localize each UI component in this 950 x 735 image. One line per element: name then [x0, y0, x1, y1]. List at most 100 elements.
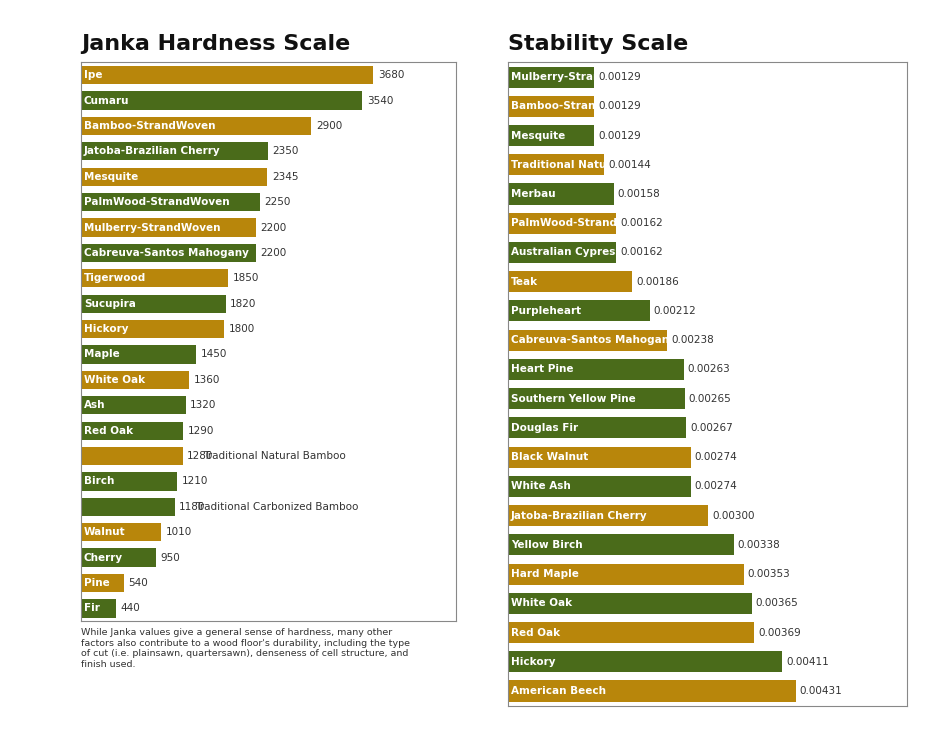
Bar: [508, 651, 782, 673]
Text: Ipe: Ipe: [84, 70, 103, 80]
Text: 0.00411: 0.00411: [787, 657, 829, 667]
Bar: [81, 91, 362, 110]
Text: 1320: 1320: [190, 401, 217, 410]
Text: 0.00263: 0.00263: [688, 365, 731, 374]
Text: 1280: 1280: [187, 451, 214, 461]
Text: Bamboo-StrandWoven: Bamboo-StrandWoven: [511, 101, 642, 111]
Bar: [81, 548, 157, 567]
Text: White Ash: White Ash: [511, 481, 570, 492]
Text: 0.00300: 0.00300: [712, 511, 754, 520]
Bar: [81, 498, 175, 516]
Text: 540: 540: [128, 578, 148, 588]
Text: Mulberry-StrandWoven: Mulberry-StrandWoven: [84, 223, 220, 232]
Text: 0.00162: 0.00162: [620, 218, 663, 229]
Text: Yellow Birch: Yellow Birch: [511, 539, 582, 550]
Bar: [81, 574, 124, 592]
Text: Teak: Teak: [511, 276, 538, 287]
Bar: [508, 505, 708, 526]
Text: Douglas Fir: Douglas Fir: [511, 423, 578, 433]
Text: 3540: 3540: [367, 96, 393, 106]
Text: 0.00186: 0.00186: [636, 276, 679, 287]
Text: 0.00158: 0.00158: [618, 189, 660, 199]
Text: 1360: 1360: [194, 375, 219, 385]
Bar: [508, 564, 744, 584]
Text: 1800: 1800: [228, 324, 255, 334]
Text: 950: 950: [161, 553, 180, 562]
Bar: [508, 301, 650, 321]
Text: Hickory: Hickory: [511, 657, 555, 667]
Text: Tigerwood: Tigerwood: [84, 273, 146, 283]
Bar: [508, 125, 595, 146]
Text: Australian Cypress: Australian Cypress: [511, 248, 621, 257]
Text: PalmWood-StrandWoven: PalmWood-StrandWoven: [511, 218, 656, 229]
Bar: [508, 271, 633, 293]
Bar: [81, 269, 228, 287]
Text: White Oak: White Oak: [84, 375, 145, 385]
Text: 1210: 1210: [181, 476, 208, 487]
Text: 2345: 2345: [272, 172, 298, 182]
Text: Heart Pine: Heart Pine: [511, 365, 573, 374]
Bar: [81, 142, 268, 160]
Text: Cherry: Cherry: [84, 553, 123, 562]
Text: 0.00369: 0.00369: [758, 628, 801, 637]
Bar: [81, 396, 186, 415]
Text: Southern Yellow Pine: Southern Yellow Pine: [511, 394, 636, 404]
Text: Red Oak: Red Oak: [511, 628, 560, 637]
Text: Purpleheart: Purpleheart: [511, 306, 580, 316]
Text: 0.00267: 0.00267: [691, 423, 733, 433]
Text: 2350: 2350: [272, 146, 298, 157]
Text: Traditional Natural Bamboo: Traditional Natural Bamboo: [511, 159, 674, 170]
Text: 0.00274: 0.00274: [694, 481, 737, 492]
Text: Mesquite: Mesquite: [84, 172, 138, 182]
Text: Jatoba-Brazilian Cherry: Jatoba-Brazilian Cherry: [84, 146, 220, 157]
Bar: [81, 523, 162, 542]
Text: PalmWood-StrandWoven: PalmWood-StrandWoven: [84, 197, 229, 207]
Bar: [508, 359, 684, 380]
Text: Mulberry-StrandWoven: Mulberry-StrandWoven: [511, 72, 647, 82]
Text: Fir: Fir: [84, 603, 100, 614]
Text: Sucupira: Sucupira: [84, 298, 136, 309]
Text: 1180: 1180: [180, 502, 205, 512]
Text: 0.00365: 0.00365: [755, 598, 798, 609]
Text: Janka Hardness Scale: Janka Hardness Scale: [81, 34, 350, 54]
Bar: [508, 330, 667, 351]
Bar: [508, 67, 595, 87]
Text: 0.00144: 0.00144: [608, 159, 651, 170]
Text: Bamboo-StrandWoven: Bamboo-StrandWoven: [84, 121, 216, 131]
Text: Maple: Maple: [84, 349, 120, 359]
Text: 0.00353: 0.00353: [748, 569, 790, 579]
Text: 0.00212: 0.00212: [654, 306, 696, 316]
Bar: [81, 447, 182, 465]
Bar: [508, 476, 691, 497]
Text: Traditional Natural Bamboo: Traditional Natural Bamboo: [203, 451, 346, 461]
Text: Hard Maple: Hard Maple: [511, 569, 579, 579]
Bar: [508, 212, 617, 234]
Bar: [508, 154, 604, 176]
Bar: [81, 244, 256, 262]
Text: Birch: Birch: [84, 476, 114, 487]
Text: 0.00338: 0.00338: [737, 539, 780, 550]
Text: 2900: 2900: [316, 121, 342, 131]
Text: 1850: 1850: [233, 273, 258, 283]
Text: Pine: Pine: [84, 578, 109, 588]
Text: 1010: 1010: [165, 527, 192, 537]
Bar: [508, 447, 691, 467]
Text: 0.00129: 0.00129: [598, 131, 641, 140]
Text: 0.00129: 0.00129: [598, 72, 641, 82]
Text: Cabreuva-Santos Mahogany: Cabreuva-Santos Mahogany: [84, 248, 249, 258]
Text: 2250: 2250: [264, 197, 291, 207]
Bar: [81, 295, 225, 313]
Text: Stability Scale: Stability Scale: [508, 34, 689, 54]
Bar: [81, 345, 196, 364]
Text: Mesquite: Mesquite: [511, 131, 565, 140]
Text: Cumaru: Cumaru: [84, 96, 129, 106]
Text: 1290: 1290: [188, 426, 215, 436]
Bar: [81, 370, 189, 389]
Text: Jatoba-Brazilian Cherry: Jatoba-Brazilian Cherry: [511, 511, 647, 520]
Text: 440: 440: [121, 603, 140, 614]
Text: 2200: 2200: [260, 223, 287, 232]
Text: Ash: Ash: [84, 401, 105, 410]
Text: 2200: 2200: [260, 248, 287, 258]
Text: 3680: 3680: [378, 70, 405, 80]
Bar: [81, 421, 183, 440]
